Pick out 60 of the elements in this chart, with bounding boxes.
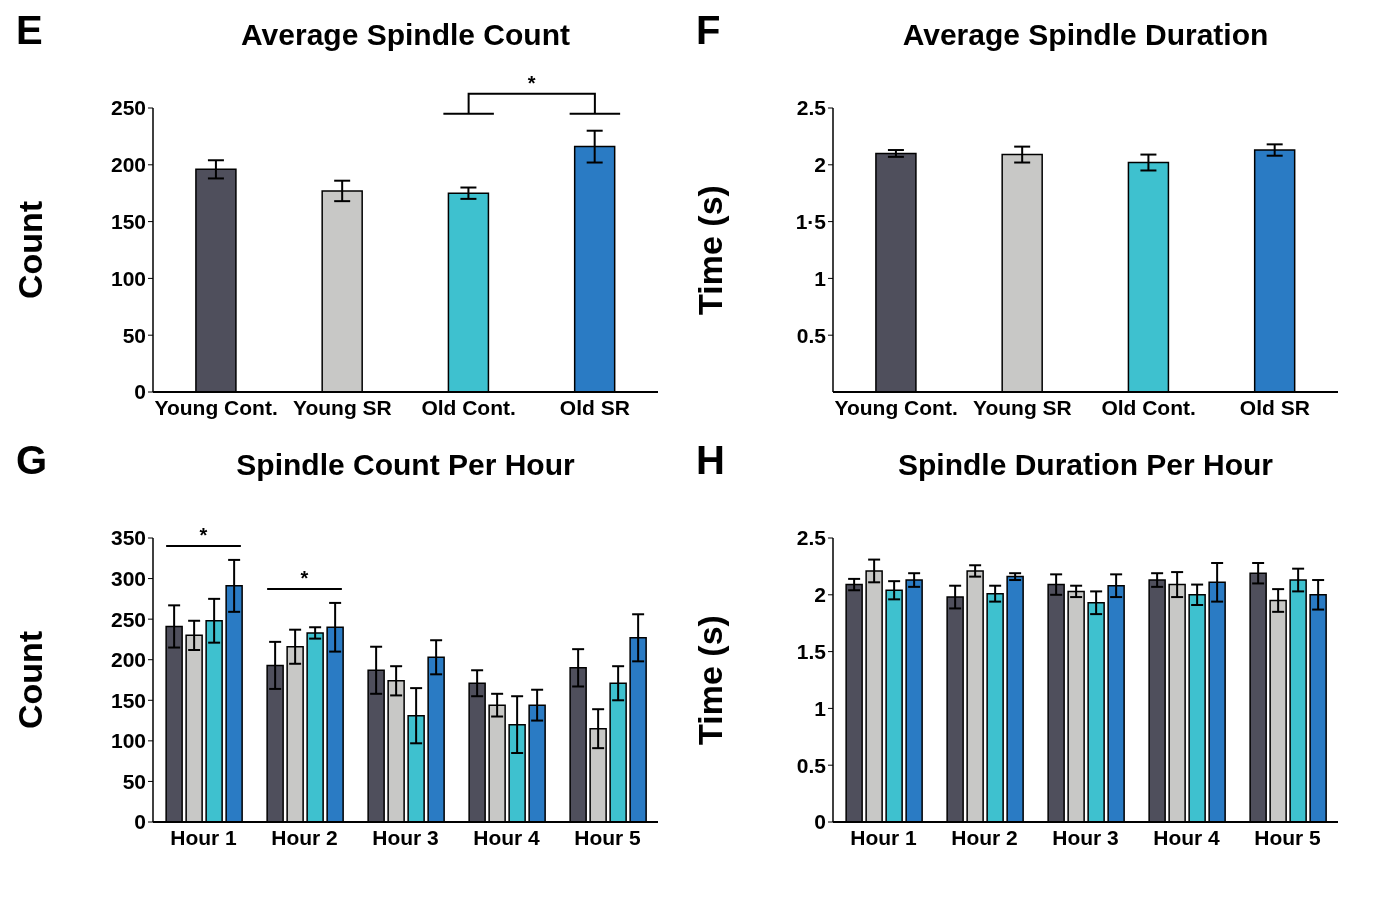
- x-tick-label: Young SR: [292, 395, 392, 419]
- x-tick-label: Old SR: [559, 395, 630, 419]
- y-tick-label: 0: [134, 380, 146, 404]
- chart-title: Spindle Duration Per Hour: [897, 448, 1274, 482]
- y-tick-label: 300: [110, 567, 146, 591]
- y-tick-label: 100: [110, 729, 146, 753]
- y-tick-label: 50: [122, 769, 146, 793]
- y-tick-label: 0: [814, 810, 826, 834]
- x-tick-label: Hour 5: [1254, 825, 1322, 849]
- y-tick-label: 0.5: [796, 323, 827, 347]
- y-tick-label: 250: [110, 96, 146, 120]
- x-tick-label: Hour 2: [951, 825, 1018, 849]
- y-tick-label: 0.5: [796, 753, 827, 777]
- y-tick-label: 2: [814, 583, 826, 607]
- y-tick-label: 150: [110, 688, 146, 712]
- x-tick-label: Hour 1: [170, 825, 238, 849]
- x-tick-label: Young Cont.: [154, 395, 278, 419]
- y-axis-title: Time (s): [691, 185, 729, 315]
- y-tick-label: 2: [814, 153, 826, 177]
- y-tick-label: 350: [110, 526, 146, 550]
- annotation: *: [300, 566, 309, 589]
- x-tick-label: Hour 4: [1153, 825, 1221, 849]
- y-tick-label: 1·5: [795, 210, 827, 234]
- y-tick-label: 1: [814, 266, 827, 290]
- x-tick-label: Hour 4: [473, 825, 541, 849]
- x-tick-label: Old Cont.: [421, 395, 516, 419]
- y-tick-label: 200: [110, 153, 146, 177]
- y-tick-label: 200: [110, 648, 146, 672]
- x-tick-label: Hour 2: [271, 825, 338, 849]
- annotation: *: [199, 523, 208, 546]
- y-axis-title: Count: [11, 630, 49, 730]
- x-tick-label: Old Cont.: [1101, 395, 1196, 419]
- y-axis-title: Count: [11, 200, 49, 300]
- y-tick-label: 250: [110, 607, 146, 631]
- x-tick-label: Hour 3: [372, 825, 439, 849]
- text: G: [16, 438, 48, 483]
- x-tick-label: Hour 5: [574, 825, 642, 849]
- text: F: [696, 8, 721, 53]
- y-tick-label: 1: [814, 696, 827, 720]
- x-tick-label: Hour 3: [1052, 825, 1119, 849]
- x-tick-label: Young Cont.: [834, 395, 958, 419]
- y-tick-label: 2.5: [796, 96, 827, 120]
- chart-title: Spindle Count Per Hour: [235, 448, 576, 482]
- x-tick-label: Old SR: [1239, 395, 1310, 419]
- y-tick-label: 0: [134, 810, 146, 834]
- y-tick-label: 150: [110, 210, 146, 234]
- y-tick-label: 2.5: [796, 526, 827, 550]
- y-axis-title: Time (s): [691, 615, 729, 745]
- y-tick-label: 50: [122, 323, 146, 347]
- chart-title: Average Spindle Count: [240, 18, 571, 52]
- text: E: [16, 8, 43, 53]
- text: H: [696, 438, 725, 483]
- significance-bracket: *: [442, 71, 622, 115]
- x-tick-label: Young SR: [972, 395, 1072, 419]
- chart-title: Average Spindle Duration: [901, 18, 1270, 52]
- significance-bracket: *: [165, 523, 242, 547]
- x-tick-label: Hour 1: [850, 825, 918, 849]
- y-tick-label: 100: [110, 266, 146, 290]
- significance-bracket: *: [266, 566, 343, 590]
- y-tick-label: 1.5: [796, 640, 827, 664]
